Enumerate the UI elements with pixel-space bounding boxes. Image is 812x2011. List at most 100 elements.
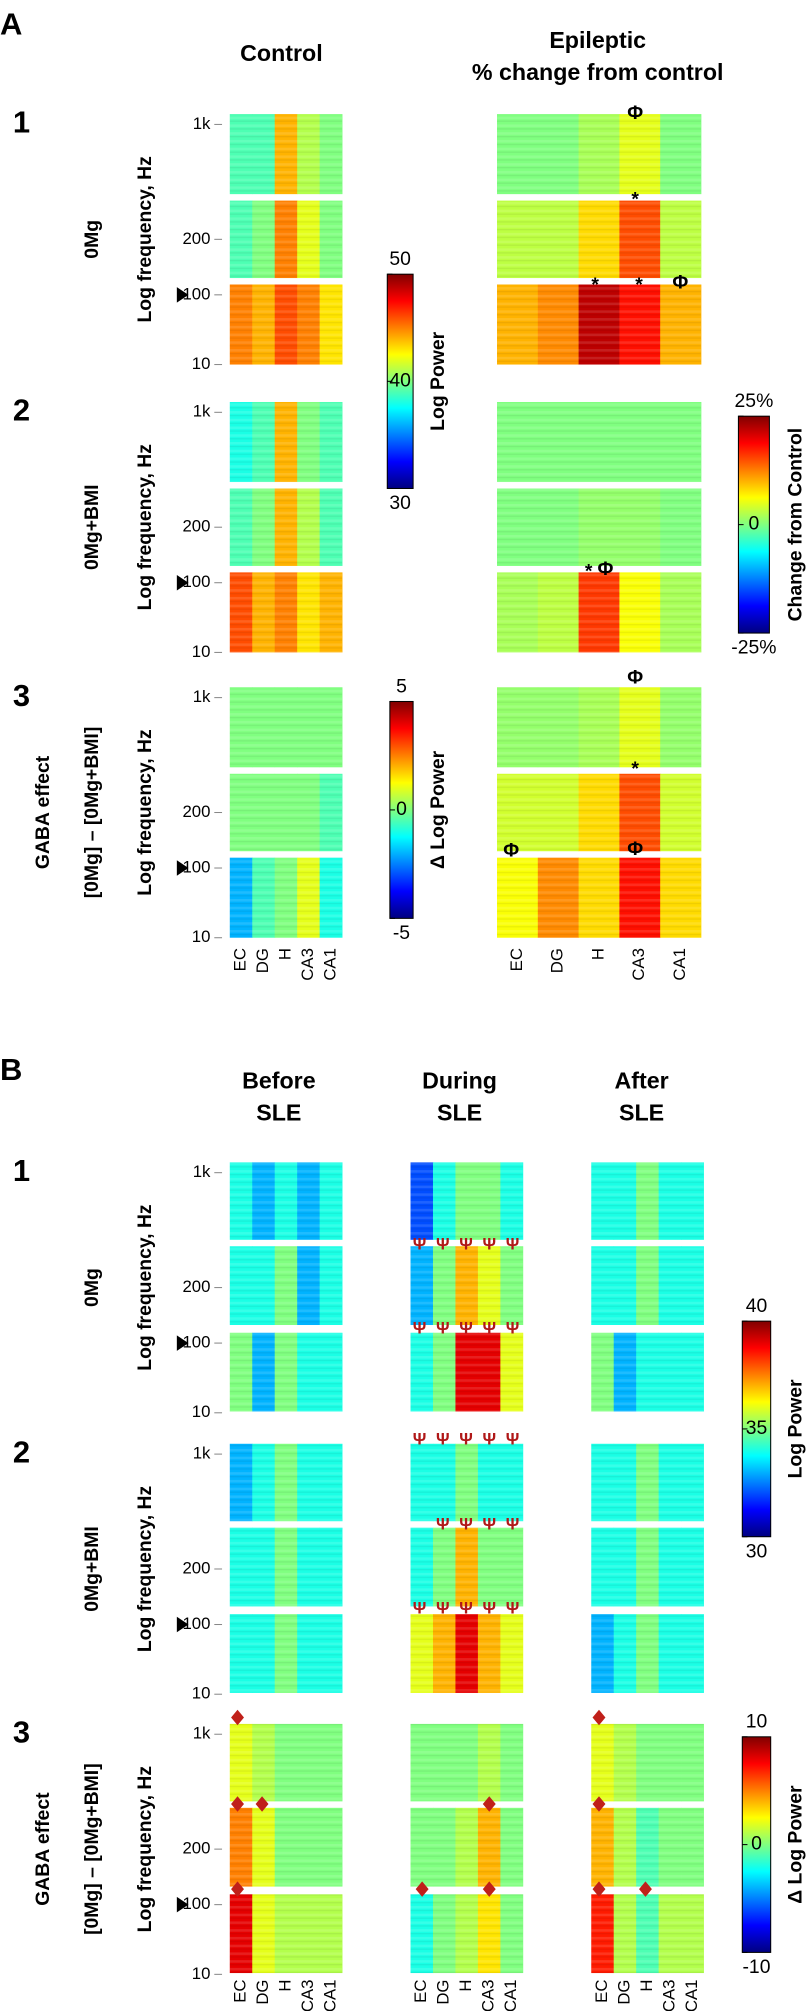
annotation: Ψ [459, 1598, 473, 1617]
heatmap-texture [591, 1807, 704, 1887]
annotation: Ψ [506, 1515, 520, 1534]
arrowhead [176, 860, 189, 876]
x-tick-label: CA1 [670, 948, 689, 981]
row-number: 3 [13, 678, 30, 713]
heatmap-texture [410, 1614, 523, 1693]
arrowhead [176, 1335, 189, 1351]
y-axis-label: Log frequency, Hz [134, 1204, 156, 1370]
annotation: * [591, 274, 599, 296]
diamond-marker [415, 1881, 429, 1897]
x-tick-label: DG [253, 1980, 272, 2005]
heatmap-texture [497, 488, 701, 566]
annotation: Φ [598, 558, 614, 580]
annotation: Ψ [436, 1429, 450, 1448]
heatmap-texture [229, 773, 343, 852]
column-title: During [422, 1067, 497, 1093]
row-number: 2 [13, 393, 30, 428]
annotation: Ψ [506, 1429, 520, 1448]
y-tick-label: 200 [182, 229, 210, 248]
column-title: Before [242, 1067, 316, 1093]
heatmap-texture [229, 488, 343, 566]
heatmap-texture [591, 1246, 704, 1326]
heatmap-texture [591, 1527, 704, 1607]
heatmap-texture [229, 1246, 343, 1326]
heatmap-texture [497, 773, 701, 852]
heatmap-texture [229, 1723, 343, 1802]
heatmap-texture [229, 687, 343, 768]
y-tick-label: 200 [182, 1558, 210, 1577]
annotation: Φ [503, 839, 519, 861]
diamond-marker [231, 1796, 244, 1812]
heatmap-texture [229, 1162, 343, 1240]
colorbar-label: Log Power [427, 331, 449, 430]
colorbar-tick-label: -25% [731, 637, 776, 659]
x-tick-label: CA1 [320, 948, 339, 981]
x-tick-label: CA1 [682, 1980, 701, 2011]
column-title: Epileptic [549, 27, 646, 53]
row-condition: [0Mg] – [0Mg+BMI] [81, 727, 103, 899]
x-tick-label: DG [614, 1980, 633, 2005]
x-tick-label: CA3 [659, 1980, 678, 2011]
colorbar-tick-label: 50 [389, 248, 411, 270]
annotation: Ψ [436, 1598, 450, 1617]
y-tick-label: 100 [182, 1333, 210, 1352]
y-axis-label: Log frequency, Hz [134, 1766, 156, 1932]
y-tick-label: 1k [193, 114, 211, 133]
heatmap-texture [410, 1162, 523, 1240]
annotation: Ψ [482, 1318, 496, 1337]
annotation: Ψ [436, 1515, 450, 1534]
annotation: Ψ [482, 1515, 496, 1534]
x-tick-label: DG [253, 948, 272, 973]
annotation: Ψ [506, 1318, 520, 1337]
x-tick-label: EC [411, 1980, 430, 2003]
y-tick-label: 10 [192, 1684, 211, 1703]
annotation: Φ [627, 838, 643, 860]
heatmap-texture [229, 1443, 343, 1522]
diamond-marker [482, 1796, 496, 1812]
x-tick-label: DG [548, 948, 567, 973]
heatmap-texture [229, 1894, 343, 1974]
row-condition: 0Mg+BMI [81, 484, 103, 570]
heatmap-texture [591, 1723, 704, 1802]
column-title: Control [240, 40, 323, 66]
diamond-marker [592, 1796, 606, 1812]
heatmap-texture [229, 114, 343, 195]
colorbar-tick-label: 30 [746, 1540, 768, 1562]
heatmap-texture [229, 1527, 343, 1607]
heatmap-texture [497, 687, 701, 768]
y-axis-label: Log frequency, Hz [134, 1486, 156, 1652]
x-tick-label: EC [230, 948, 249, 971]
annotation: Ψ [413, 1318, 427, 1337]
annotation: Ψ [482, 1598, 496, 1617]
column-title: % change from control [472, 59, 724, 85]
annotation: Ψ [436, 1234, 450, 1253]
colorbar-tick-label: 25% [735, 390, 774, 412]
x-tick-label: CA1 [320, 1980, 339, 2011]
column-title: SLE [619, 1100, 664, 1126]
row-number: 1 [13, 1153, 30, 1188]
heatmap-texture [497, 401, 701, 483]
annotation: Φ [627, 666, 643, 688]
annotation: Φ [627, 102, 643, 124]
row-number: 3 [13, 1714, 30, 1749]
row-condition: 0Mg+BMI [81, 1526, 103, 1612]
heatmap-texture [410, 1527, 523, 1607]
x-tick-label: CA3 [298, 948, 317, 981]
heatmap-texture [410, 1246, 523, 1326]
y-tick-label: 100 [182, 572, 210, 591]
heatmap-texture [591, 1332, 704, 1412]
annotation: Ψ [413, 1234, 427, 1253]
y-tick-label: 10 [192, 1402, 211, 1421]
colorbar [386, 273, 414, 489]
colorbar-tick-label: 10 [746, 1711, 768, 1733]
y-tick-label: 10 [192, 642, 211, 661]
y-tick-label: 100 [182, 1614, 210, 1633]
colorbar-tick-label: 40 [746, 1295, 768, 1317]
heatmap-texture [229, 401, 343, 483]
column-title: After [615, 1067, 669, 1093]
y-tick-label: 10 [192, 354, 211, 373]
x-tick-label: DG [434, 1980, 453, 2005]
x-tick-label: CA3 [479, 1980, 498, 2011]
y-tick-label: 200 [182, 1839, 210, 1858]
y-tick-label: 200 [182, 517, 210, 536]
